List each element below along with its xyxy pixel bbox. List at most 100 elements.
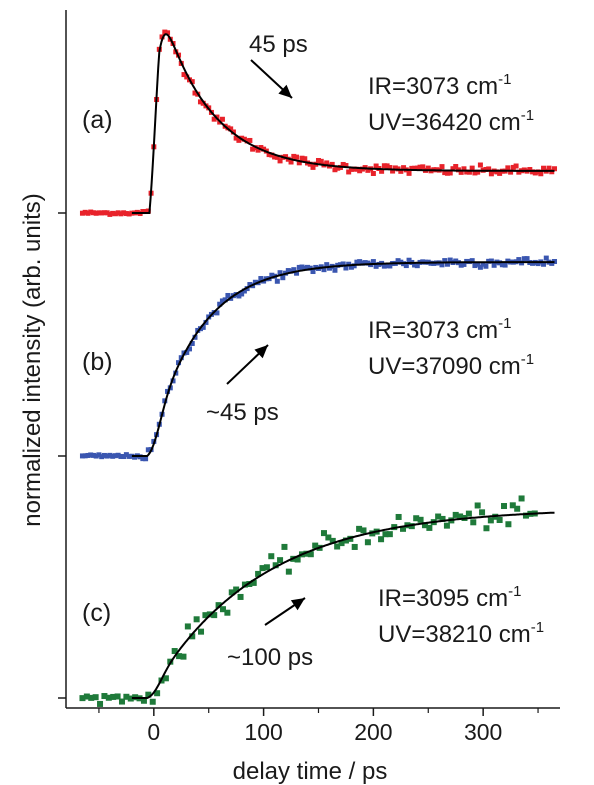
data-point xyxy=(112,211,118,217)
data-point xyxy=(348,166,354,172)
data-point xyxy=(184,74,190,80)
data-point xyxy=(513,163,519,169)
data-point xyxy=(305,264,311,270)
data-point xyxy=(483,525,490,532)
data-point xyxy=(110,453,116,459)
data-point xyxy=(96,210,102,216)
data-point xyxy=(549,260,555,266)
data-point xyxy=(211,612,218,619)
data-point xyxy=(461,261,467,267)
data-point xyxy=(335,165,341,171)
data-point xyxy=(414,165,420,171)
data-point xyxy=(237,593,244,600)
data-point xyxy=(217,301,223,307)
data-point xyxy=(200,324,206,330)
x-axis-label: delay time / ps xyxy=(233,758,388,785)
data-point xyxy=(346,261,352,267)
data-point xyxy=(420,164,426,170)
data-point xyxy=(453,164,459,170)
data-point xyxy=(543,255,549,261)
data-point xyxy=(88,452,94,458)
data-point xyxy=(508,169,514,175)
time-annotation: 45 ps xyxy=(249,31,308,58)
data-point xyxy=(272,562,279,569)
data-point xyxy=(541,261,547,267)
data-point xyxy=(145,208,151,214)
fit-curve xyxy=(131,33,555,214)
data-point xyxy=(228,589,235,596)
data-point xyxy=(483,263,489,269)
data-point xyxy=(414,263,420,269)
data-point xyxy=(409,165,415,171)
y-axis-label: normalized intensity (arb. units) xyxy=(19,193,46,526)
data-point xyxy=(340,261,346,267)
data-point xyxy=(426,524,433,531)
data-point xyxy=(110,210,116,216)
data-point xyxy=(501,503,508,510)
data-point xyxy=(121,454,127,460)
data-point xyxy=(244,138,250,144)
data-point xyxy=(296,264,302,270)
data-point xyxy=(294,154,300,160)
data-point xyxy=(79,453,85,459)
data-point xyxy=(532,170,538,176)
data-point xyxy=(401,165,407,171)
data-point xyxy=(535,261,541,267)
data-point xyxy=(181,72,187,78)
data-point xyxy=(329,537,336,544)
data-point xyxy=(101,210,107,216)
data-point xyxy=(370,259,376,265)
data-point xyxy=(442,170,448,176)
data-point xyxy=(281,543,288,550)
arrow-head xyxy=(278,84,292,98)
data-point xyxy=(247,137,253,143)
data-point xyxy=(145,447,151,453)
data-point xyxy=(90,452,96,458)
data-point xyxy=(211,116,217,122)
data-point xyxy=(274,278,280,284)
data-point xyxy=(479,509,486,516)
data-point xyxy=(318,158,324,164)
data-point xyxy=(334,543,341,550)
data-point xyxy=(443,522,450,529)
data-point xyxy=(469,258,475,264)
x-tick-label-100: 100 xyxy=(244,719,282,745)
data-point xyxy=(107,452,113,458)
data-point xyxy=(241,581,248,588)
data-point xyxy=(324,262,330,268)
data-point xyxy=(510,164,516,170)
data-point xyxy=(291,153,297,159)
data-point xyxy=(121,210,127,216)
data-point xyxy=(408,523,415,530)
data-point xyxy=(294,270,300,276)
data-point xyxy=(127,695,134,702)
data-point xyxy=(250,579,257,586)
data-point xyxy=(332,167,338,173)
panel-label: (b) xyxy=(82,348,113,376)
data-point xyxy=(502,262,508,268)
data-point xyxy=(354,166,360,172)
data-point xyxy=(277,557,284,564)
data-point xyxy=(115,452,121,458)
ir-label: IR=3073 cm-1 xyxy=(368,315,511,344)
data-point xyxy=(406,257,412,263)
data-point xyxy=(171,648,178,655)
data-point xyxy=(236,293,242,299)
data-point xyxy=(382,531,389,538)
data-point xyxy=(123,211,129,217)
x-tick-label-200: 200 xyxy=(354,719,392,745)
data-point xyxy=(268,553,275,560)
fit-curve xyxy=(131,511,555,699)
data-point xyxy=(444,261,450,267)
data-point xyxy=(263,564,270,571)
data-point xyxy=(346,169,352,175)
panel-c: (c) IR=3095 cm-1 UV=38210 cm-1 ~100 ps xyxy=(79,495,555,707)
data-point xyxy=(406,170,412,176)
data-point xyxy=(82,453,88,459)
data-point xyxy=(452,511,459,518)
data-point xyxy=(483,166,489,172)
data-point xyxy=(219,116,225,122)
data-point xyxy=(225,292,231,298)
data-point xyxy=(447,170,453,176)
data-point xyxy=(79,210,85,216)
